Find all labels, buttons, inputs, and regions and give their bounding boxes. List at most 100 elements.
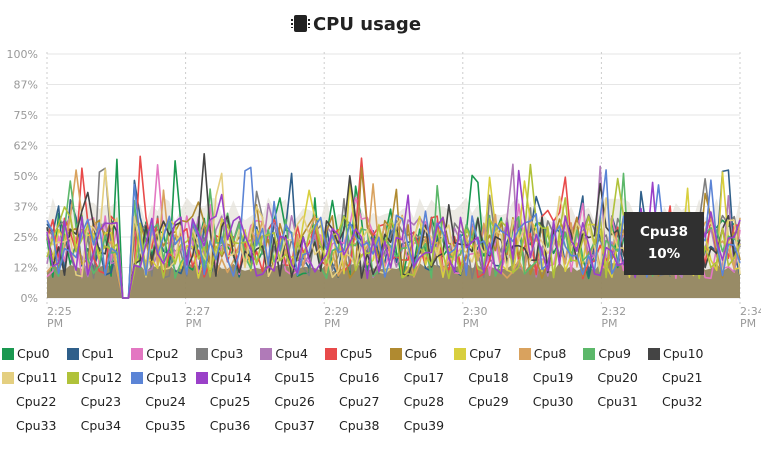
legend-label: Cpu18 (468, 370, 509, 385)
legend-item-cpu21[interactable]: Cpu21 (662, 370, 703, 386)
legend-item-cpu38[interactable]: Cpu38 (339, 418, 380, 434)
legend-item-cpu37[interactable]: Cpu37 (274, 418, 315, 434)
legend-label: Cpu4 (275, 346, 308, 361)
legend-label: Cpu37 (274, 418, 315, 433)
legend-item-cpu7[interactable]: Cpu7 (454, 346, 502, 362)
legend-label: Cpu25 (209, 394, 251, 409)
legend-swatch (454, 348, 467, 360)
legend-label: Cpu3 (210, 346, 244, 361)
legend-label: Cpu16 (339, 370, 380, 385)
legend-item-cpu22[interactable]: Cpu22 (16, 394, 57, 410)
legend-item-cpu39[interactable]: Cpu39 (404, 418, 445, 434)
legend-item-cpu23[interactable]: Cpu23 (81, 394, 122, 410)
legend-item-cpu13[interactable]: Cpu13 (131, 370, 187, 386)
chart-tooltip: Cpu38 10% (624, 212, 704, 275)
legend-label: Cpu14 (210, 370, 252, 385)
legend-item-cpu25[interactable]: Cpu25 (210, 394, 251, 410)
legend-item-cpu24[interactable]: Cpu24 (145, 394, 186, 410)
stacked-base-area (47, 262, 740, 298)
x-tick-ampm: PM (463, 317, 479, 330)
legend-label: Cpu19 (532, 370, 574, 385)
chart-title-text: CPU usage (312, 14, 422, 35)
y-tick-label: 100% (7, 48, 38, 61)
legend-label: Cpu30 (532, 394, 574, 409)
legend-label: Cpu39 (403, 418, 445, 433)
legend-swatch (518, 348, 531, 360)
legend-label: Cpu9 (598, 346, 631, 361)
legend-swatch (648, 348, 660, 360)
legend-item-cpu34[interactable]: Cpu34 (81, 418, 122, 434)
y-tick-label: 87% (14, 79, 38, 92)
x-tick-label: 2:29 (324, 305, 349, 318)
tooltip-value: 10% (647, 246, 681, 262)
legend-swatch (2, 372, 14, 384)
legend-item-cpu11[interactable]: Cpu11 (2, 370, 58, 386)
legend-item-cpu20[interactable]: Cpu20 (597, 370, 638, 386)
legend-item-cpu1[interactable]: Cpu1 (66, 346, 115, 362)
legend-label: Cpu29 (468, 394, 509, 409)
legend-label: Cpu1 (81, 346, 115, 361)
legend-label: Cpu10 (663, 346, 704, 361)
y-tick-label: 75% (14, 109, 38, 122)
legend-swatch (583, 348, 596, 360)
legend-swatch (389, 348, 402, 360)
legend-item-cpu16[interactable]: Cpu16 (339, 370, 380, 386)
tooltip-series: Cpu38 (640, 224, 688, 240)
legend-label: Cpu15 (274, 370, 315, 385)
legend-item-cpu33[interactable]: Cpu33 (16, 418, 57, 434)
legend-item-cpu14[interactable]: Cpu14 (195, 370, 252, 386)
legend-item-cpu6[interactable]: Cpu6 (389, 346, 438, 362)
legend-item-cpu18[interactable]: Cpu18 (468, 370, 509, 386)
legend-item-cpu15[interactable]: Cpu15 (274, 370, 315, 386)
legend-item-cpu29[interactable]: Cpu29 (468, 394, 509, 410)
y-tick-label: 0% (21, 292, 38, 305)
legend-item-cpu35[interactable]: Cpu35 (145, 418, 186, 434)
legend-item-cpu31[interactable]: Cpu31 (597, 394, 638, 410)
x-tick-label: 2:25 (47, 305, 72, 318)
y-tick-label: 37% (14, 201, 38, 214)
legend-item-cpu12[interactable]: Cpu12 (66, 370, 122, 386)
legend-item-cpu5[interactable]: Cpu5 (325, 346, 373, 362)
legend-item-cpu4[interactable]: Cpu4 (260, 346, 308, 362)
legend-item-cpu9[interactable]: Cpu9 (583, 346, 631, 362)
y-tick-label: 50% (14, 170, 38, 183)
legend-item-cpu28[interactable]: Cpu28 (404, 394, 445, 410)
x-tick-ampm: PM (601, 317, 617, 330)
x-tick-label: 2:32 (601, 305, 626, 318)
legend-label: Cpu20 (597, 370, 638, 385)
x-tick-ampm: PM (186, 317, 202, 330)
legend-label: Cpu34 (80, 418, 122, 433)
legend-label: Cpu7 (469, 346, 502, 361)
x-tick-ampm: PM (324, 317, 340, 330)
legend-item-cpu2[interactable]: Cpu2 (131, 346, 179, 362)
legend-label: Cpu17 (403, 370, 445, 385)
legend-label: Cpu33 (16, 418, 57, 433)
legend-item-cpu10[interactable]: Cpu10 (648, 346, 704, 362)
legend-label: Cpu28 (403, 394, 445, 409)
legend-item-cpu8[interactable]: Cpu8 (518, 346, 566, 362)
legend-item-cpu19[interactable]: Cpu19 (533, 370, 574, 386)
x-tick-label: 2:27 (186, 305, 211, 318)
legend-label: Cpu27 (339, 394, 380, 409)
chart-title: CPU usage (0, 14, 715, 35)
legend-swatch (325, 348, 337, 360)
legend-label: Cpu26 (274, 394, 315, 409)
legend-label: Cpu0 (17, 346, 50, 361)
legend-item-cpu3[interactable]: Cpu3 (195, 346, 244, 362)
legend-item-cpu30[interactable]: Cpu30 (533, 394, 574, 410)
cpu-usage-chart[interactable]: 100%87%75%62%50%37%25%12%0%2:25PM2:27PM2… (0, 0, 761, 345)
legend-swatch (66, 348, 79, 360)
legend-item-cpu27[interactable]: Cpu27 (339, 394, 380, 410)
legend-label: Cpu2 (146, 346, 179, 361)
legend-item-cpu0[interactable]: Cpu0 (2, 346, 50, 362)
legend-label: Cpu21 (662, 370, 703, 385)
legend-item-cpu17[interactable]: Cpu17 (404, 370, 445, 386)
legend-swatch (195, 372, 208, 384)
legend-item-cpu26[interactable]: Cpu26 (274, 394, 315, 410)
legend-swatch (66, 372, 79, 384)
legend-item-cpu36[interactable]: Cpu36 (210, 418, 251, 434)
legend-item-cpu32[interactable]: Cpu32 (662, 394, 703, 410)
legend-label: Cpu13 (146, 370, 187, 385)
legend-label: Cpu6 (404, 346, 438, 361)
legend-label: Cpu35 (145, 418, 186, 433)
